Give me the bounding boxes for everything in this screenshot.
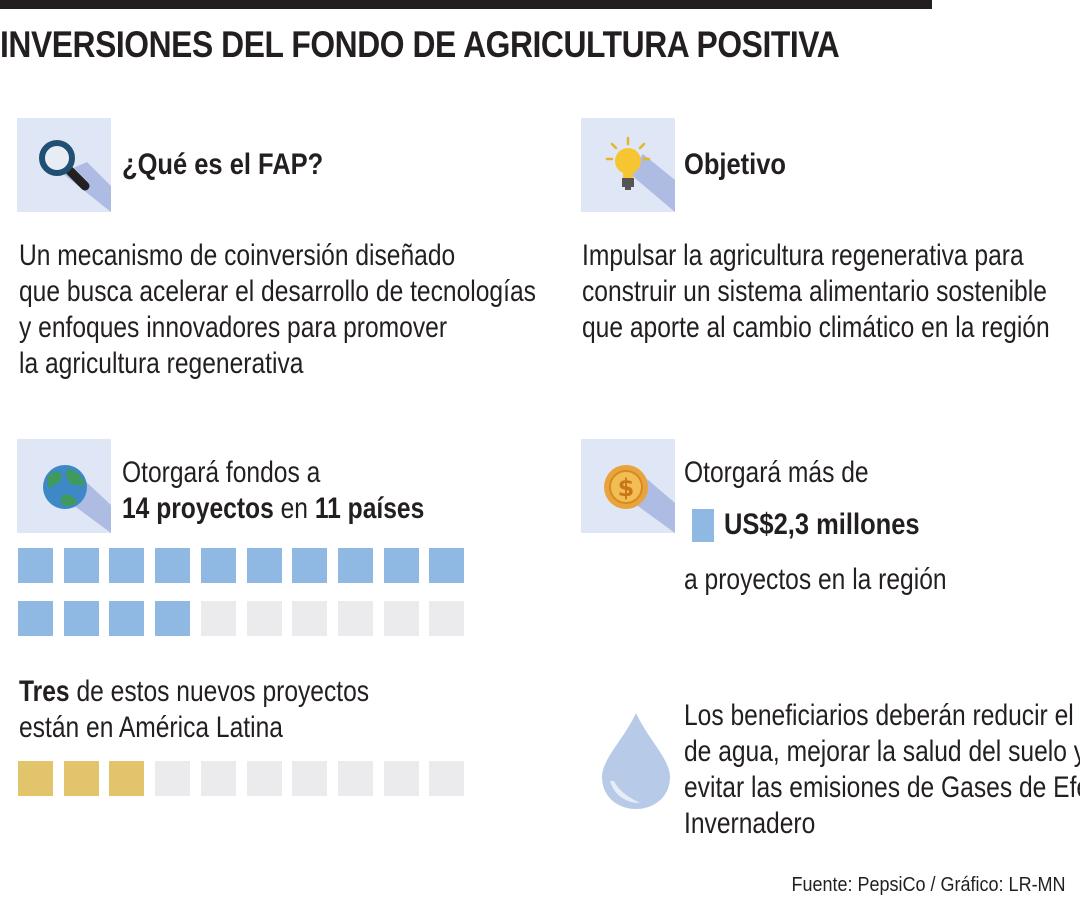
fondos-line2: 14 proyectos en 11 países: [122, 491, 424, 527]
project-square-filled: [384, 548, 419, 583]
project-square-filled: [292, 548, 327, 583]
magnifier-icon: [39, 140, 111, 212]
fap-line: la agricultura regenerativa: [19, 347, 304, 380]
project-square-filled: [247, 548, 282, 583]
project-square-filled: [18, 548, 53, 583]
latam-square-filled: [64, 761, 99, 796]
objetivo-icon-box: [581, 118, 675, 212]
latam-square-empty: [292, 761, 327, 796]
dinero-amount: US$2,3 millones: [724, 508, 920, 541]
agua-line: Invernadero: [684, 807, 816, 840]
dinero-icon-box: $: [581, 439, 675, 533]
countries-count-text: 11 países: [314, 492, 425, 525]
latam-text: Tres de estos nuevos proyectos están en …: [19, 674, 369, 746]
page-title: INVERSIONES DEL FONDO DE AGRICULTURA POS…: [0, 24, 840, 65]
dinero-line3: a proyectos en la región: [684, 563, 947, 596]
objetivo-line: Impulsar la agricultura regenerativa par…: [582, 239, 1024, 272]
project-square-empty: [384, 601, 419, 636]
fondos-text: Otorgará fondos a 14 proyectos en 11 paí…: [122, 455, 424, 527]
fondos-connector: en: [280, 492, 308, 525]
water-drop-icon: [602, 713, 670, 809]
latam-square-empty: [201, 761, 236, 796]
globe-icon: [43, 465, 111, 533]
agua-line: Los beneficiarios deberán reducir el uso: [684, 699, 1080, 732]
project-square-filled: [109, 548, 144, 583]
latam-rest: de estos nuevos proyectos: [76, 675, 370, 708]
project-square-filled: [155, 548, 190, 583]
objetivo-heading: Objetivo: [684, 148, 787, 181]
latam-square-empty: [429, 761, 464, 796]
fap-line: que busca acelerar el desarrollo de tecn…: [19, 275, 536, 308]
latam-square-empty: [247, 761, 282, 796]
fondos-icon-box: [17, 439, 111, 533]
project-square-empty: [429, 601, 464, 636]
fap-description: Un mecanismo de coinversión diseñado que…: [19, 238, 536, 382]
svg-text:$: $: [618, 474, 635, 502]
latam-line2: están en América Latina: [19, 711, 283, 744]
dinero-line1: Otorgará más de: [684, 456, 869, 489]
project-square-filled: [155, 601, 190, 636]
project-square-filled: [64, 548, 99, 583]
latam-square-filled: [18, 761, 53, 796]
projects-count-text: 14 proyectos: [122, 492, 274, 525]
projects-square-grid: [18, 548, 468, 638]
latam-square-filled: [109, 761, 144, 796]
latam-count-text: Tres: [19, 675, 70, 708]
fap-line: Un mecanismo de coinversión diseñado: [19, 239, 456, 272]
project-square-filled: [64, 601, 99, 636]
fap-icon-box: [17, 118, 111, 212]
agua-line: de agua, mejorar la salud del suelo y: [684, 735, 1080, 768]
agua-description: Los beneficiarios deberán reducir el uso…: [684, 698, 1080, 842]
dollar-coin-icon: $: [604, 465, 675, 533]
objetivo-line: que aporte al cambio climático en la reg…: [582, 311, 1050, 344]
objetivo-description: Impulsar la agricultura regenerativa par…: [582, 238, 1050, 346]
fap-heading: ¿Qué es el FAP?: [122, 148, 324, 181]
latam-square-empty: [155, 761, 190, 796]
project-square-filled: [201, 548, 236, 583]
project-square-empty: [338, 601, 373, 636]
project-square-empty: [201, 601, 236, 636]
lightbulb-icon: [605, 136, 675, 212]
objetivo-line: construir un sistema alimentario sosteni…: [582, 275, 1047, 308]
fap-line: y enfoques innovadores para promover: [19, 311, 448, 344]
project-square-empty: [247, 601, 282, 636]
latam-square-empty: [338, 761, 373, 796]
project-square-filled: [109, 601, 144, 636]
latam-line1: Tres de estos nuevos proyectos: [19, 674, 369, 710]
project-square-filled: [338, 548, 373, 583]
project-square-empty: [292, 601, 327, 636]
source-credit: Fuente: PepsiCo / Gráfico: LR-MN: [791, 874, 1066, 896]
fondos-line1: Otorgará fondos a: [122, 456, 321, 489]
agua-line: evitar las emisiones de Gases de Efecto: [684, 771, 1080, 804]
money-marker: [692, 509, 714, 542]
top-rule: [0, 0, 932, 9]
latam-square-empty: [384, 761, 419, 796]
latam-square-grid: [18, 761, 468, 801]
project-square-filled: [429, 548, 464, 583]
project-square-filled: [18, 601, 53, 636]
